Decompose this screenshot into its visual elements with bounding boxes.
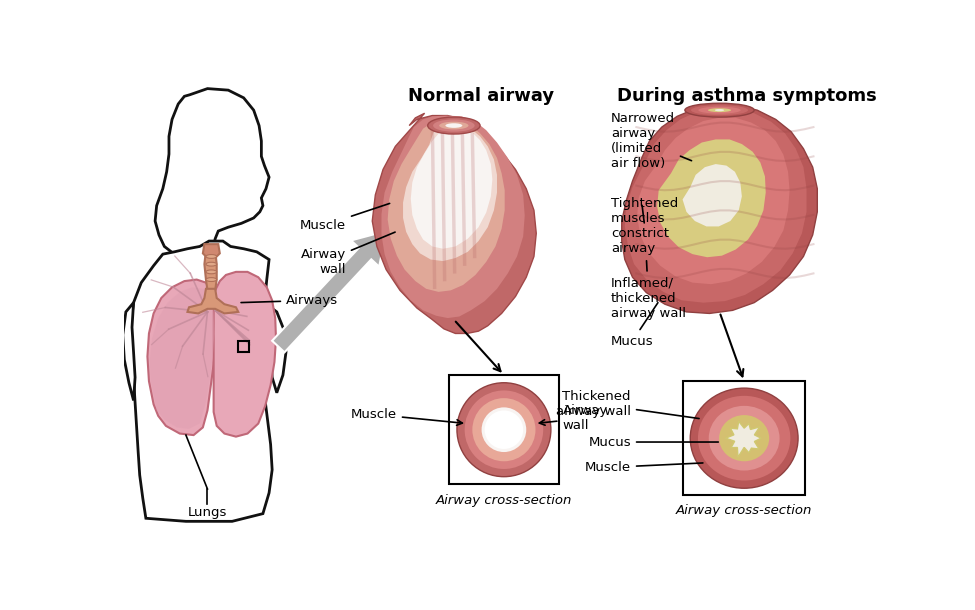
Ellipse shape — [206, 278, 216, 281]
Ellipse shape — [485, 411, 524, 449]
FancyArrow shape — [272, 231, 386, 353]
Ellipse shape — [206, 262, 216, 266]
Ellipse shape — [440, 122, 469, 129]
Text: Airway
wall: Airway wall — [539, 404, 607, 432]
Ellipse shape — [482, 407, 526, 452]
Polygon shape — [410, 127, 492, 249]
Text: Airway
wall: Airway wall — [301, 232, 395, 276]
Ellipse shape — [206, 270, 216, 274]
Polygon shape — [372, 113, 536, 334]
Polygon shape — [214, 272, 276, 437]
Ellipse shape — [457, 382, 551, 476]
Bar — [683, 381, 805, 495]
Ellipse shape — [709, 406, 780, 470]
Text: Muscle: Muscle — [585, 461, 703, 474]
Text: During asthma symptoms: During asthma symptoms — [616, 87, 877, 105]
Text: Mucus: Mucus — [588, 436, 719, 448]
Ellipse shape — [465, 390, 543, 469]
Polygon shape — [155, 88, 269, 258]
Text: Thickened
airway wall: Thickened airway wall — [556, 390, 699, 418]
Ellipse shape — [472, 398, 535, 461]
Polygon shape — [625, 109, 806, 303]
Text: Narrowed
airway
(limited
air flow): Narrowed airway (limited air flow) — [611, 112, 691, 170]
Polygon shape — [203, 244, 219, 256]
Ellipse shape — [206, 254, 216, 259]
Ellipse shape — [428, 117, 480, 134]
Polygon shape — [205, 250, 216, 290]
Ellipse shape — [433, 120, 475, 132]
Ellipse shape — [446, 123, 462, 128]
Polygon shape — [682, 164, 742, 226]
Polygon shape — [187, 289, 238, 314]
Ellipse shape — [708, 108, 731, 112]
Text: Muscle: Muscle — [300, 204, 390, 232]
Polygon shape — [264, 303, 286, 393]
Polygon shape — [388, 120, 505, 292]
Polygon shape — [150, 287, 214, 429]
Ellipse shape — [684, 103, 755, 117]
Ellipse shape — [698, 107, 741, 113]
Text: Inflamed/
thickened
airway wall: Inflamed/ thickened airway wall — [611, 260, 686, 320]
Polygon shape — [725, 422, 761, 458]
Polygon shape — [657, 140, 765, 257]
Polygon shape — [381, 115, 525, 318]
Text: Airways: Airways — [241, 294, 338, 307]
Ellipse shape — [691, 105, 748, 115]
Polygon shape — [622, 106, 817, 314]
Ellipse shape — [690, 388, 799, 488]
Polygon shape — [403, 123, 497, 261]
Text: Normal airway: Normal airway — [408, 87, 554, 105]
Ellipse shape — [720, 415, 769, 461]
Ellipse shape — [715, 109, 724, 111]
Ellipse shape — [698, 396, 791, 481]
Text: Mucus: Mucus — [611, 303, 658, 348]
Bar — [449, 375, 559, 484]
Text: Airway cross-section: Airway cross-section — [676, 504, 812, 517]
Text: Tightened
muscles
constrict
airway: Tightened muscles constrict airway — [611, 196, 679, 254]
Polygon shape — [147, 279, 215, 435]
Text: Lungs: Lungs — [188, 506, 227, 519]
Polygon shape — [131, 241, 272, 522]
Text: Airway cross-section: Airway cross-section — [436, 493, 572, 507]
Polygon shape — [123, 303, 136, 400]
Polygon shape — [637, 118, 790, 284]
Bar — [238, 341, 249, 352]
Text: Muscle: Muscle — [351, 408, 462, 425]
